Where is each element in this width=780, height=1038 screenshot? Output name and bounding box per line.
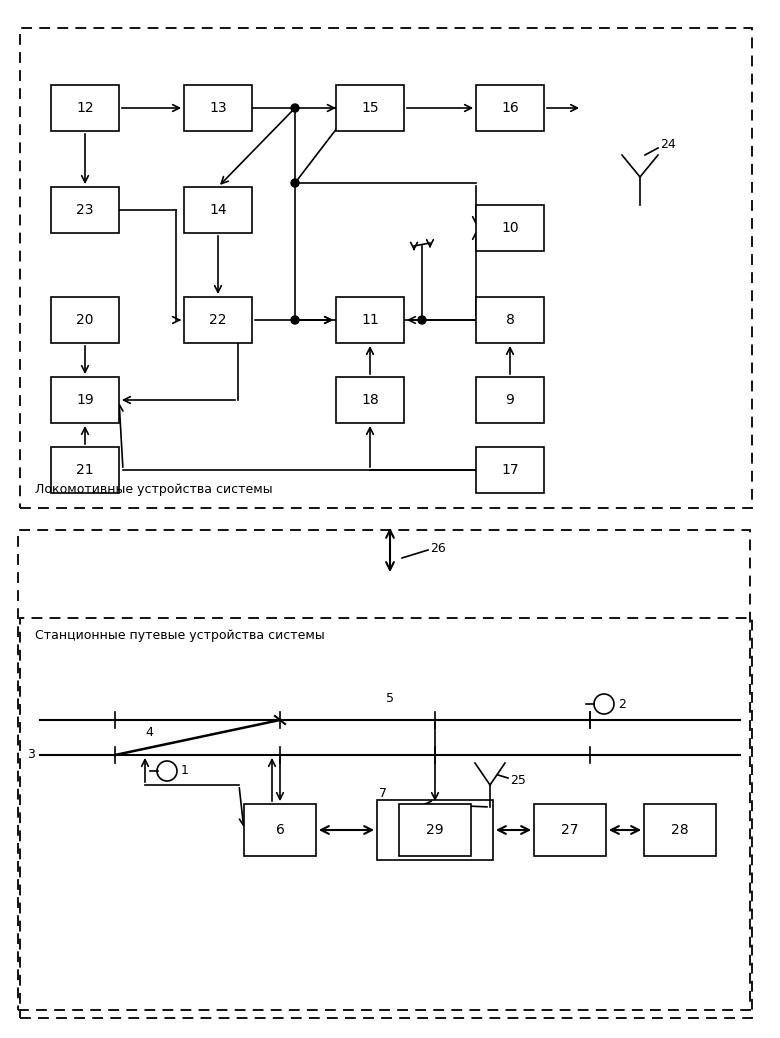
Text: 22: 22 [209, 313, 227, 327]
Bar [51, 187, 119, 233]
Text: 27: 27 [562, 823, 579, 837]
Bar [184, 297, 252, 343]
Text: 25: 25 [510, 773, 526, 787]
Text: 19: 19 [76, 393, 94, 407]
Bar [51, 85, 119, 131]
Bar [476, 297, 544, 343]
Bar [20, 28, 752, 508]
Bar [399, 804, 471, 856]
Text: 15: 15 [361, 101, 379, 115]
Text: Локомотивные устройства системы: Локомотивные устройства системы [35, 484, 273, 496]
Circle shape [291, 104, 299, 112]
Bar [476, 85, 544, 131]
Text: 4: 4 [145, 727, 153, 739]
Text: 20: 20 [76, 313, 94, 327]
Bar [336, 377, 404, 424]
Circle shape [418, 316, 426, 324]
Text: Станционные путевые устройства системы: Станционные путевые устройства системы [35, 628, 324, 641]
Bar [51, 297, 119, 343]
Text: 5: 5 [386, 692, 394, 705]
Text: 13: 13 [209, 101, 227, 115]
Text: 8: 8 [505, 313, 515, 327]
Bar [20, 618, 752, 1018]
Circle shape [291, 179, 299, 187]
Text: 28: 28 [671, 823, 689, 837]
Bar [336, 85, 404, 131]
Bar [644, 804, 716, 856]
Text: 6: 6 [275, 823, 285, 837]
Text: 21: 21 [76, 463, 94, 477]
Text: 7: 7 [379, 787, 387, 800]
Text: 12: 12 [76, 101, 94, 115]
Bar [476, 204, 544, 251]
Bar [184, 85, 252, 131]
Text: 18: 18 [361, 393, 379, 407]
Text: 26: 26 [430, 542, 445, 554]
Text: 1: 1 [181, 765, 189, 777]
Text: 10: 10 [502, 221, 519, 235]
Text: 24: 24 [660, 138, 675, 152]
Bar [184, 187, 252, 233]
Bar [534, 804, 606, 856]
Text: 17: 17 [502, 463, 519, 477]
Bar [476, 377, 544, 424]
Bar [377, 800, 493, 861]
Bar [51, 447, 119, 493]
Text: 14: 14 [209, 203, 227, 217]
Text: 2: 2 [618, 698, 626, 710]
Circle shape [291, 316, 299, 324]
Bar [18, 530, 750, 1010]
Bar [336, 297, 404, 343]
Text: 11: 11 [361, 313, 379, 327]
Bar [51, 377, 119, 424]
Text: 3: 3 [27, 748, 35, 762]
Text: 16: 16 [501, 101, 519, 115]
Bar [244, 804, 316, 856]
Text: 29: 29 [426, 823, 444, 837]
Text: 23: 23 [76, 203, 94, 217]
Bar [476, 447, 544, 493]
Text: 9: 9 [505, 393, 515, 407]
